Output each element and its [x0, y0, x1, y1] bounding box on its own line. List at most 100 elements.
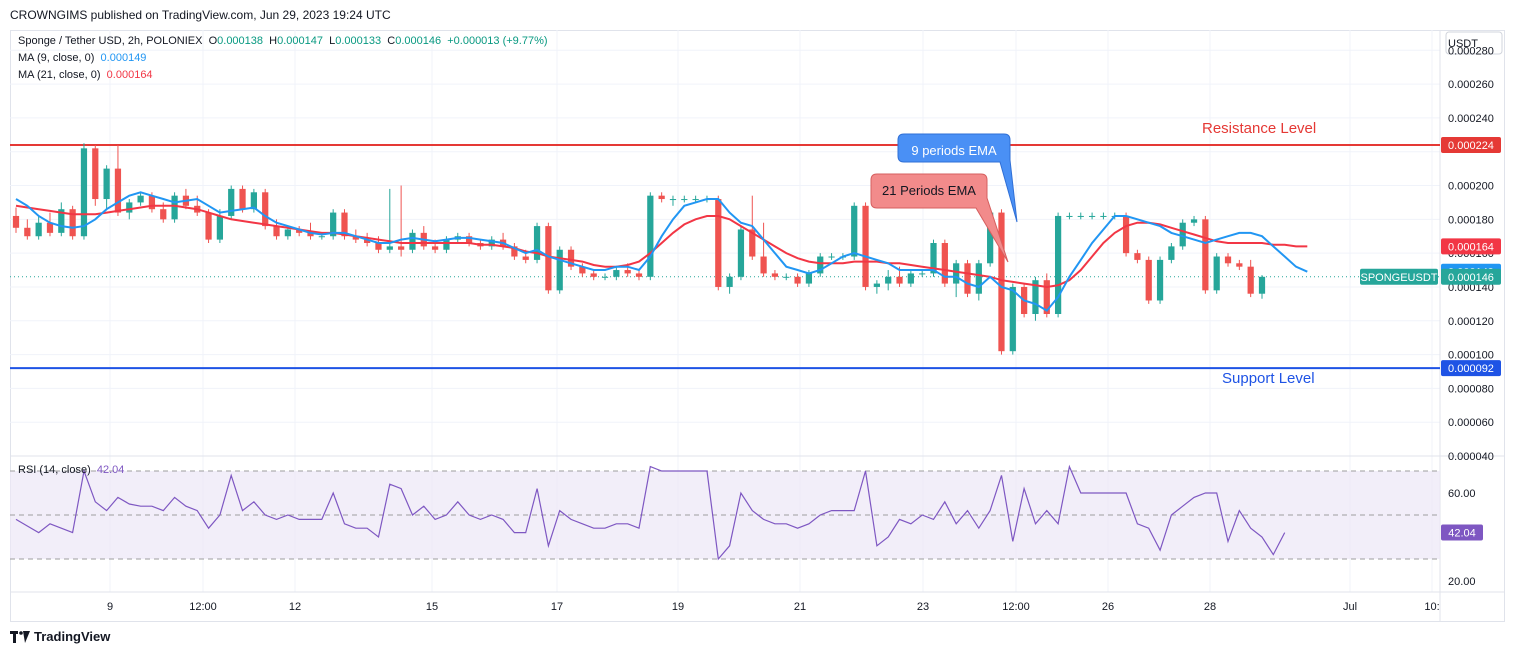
candle-body	[601, 276, 609, 278]
time-tick-label: 9	[107, 601, 113, 613]
candle-body	[1088, 215, 1096, 217]
candle-body	[296, 229, 303, 233]
candle-body	[635, 273, 643, 277]
candle-body	[545, 226, 552, 291]
candle-body	[522, 256, 529, 260]
candle-body	[998, 212, 1005, 352]
time-tick-label: Jul	[1343, 601, 1357, 613]
candles	[12, 143, 1266, 355]
candle-body	[533, 226, 541, 260]
candle-body	[975, 263, 982, 294]
candle-body	[794, 276, 801, 284]
resistance-badge-bg	[1441, 136, 1501, 153]
ma21-label: MA (21, close, 0)	[18, 69, 101, 81]
symbol-tag-bg	[1360, 268, 1438, 285]
candle-body	[262, 192, 269, 227]
symbol-tag: SPONGEUSDT	[1360, 272, 1437, 284]
support-badge: 0.000092	[1448, 363, 1494, 375]
rsi-panel	[10, 464, 1440, 561]
candle-body	[409, 232, 416, 250]
open-label: O	[208, 35, 218, 47]
candle-body	[46, 222, 54, 233]
candle-body	[749, 229, 756, 257]
candle-body	[216, 215, 224, 240]
candle-body	[1077, 215, 1084, 217]
candle-body	[398, 246, 405, 250]
rsi-tick-label: 20.00	[1448, 576, 1476, 588]
ma21-line	[15, 204, 1308, 289]
candle-body	[35, 222, 42, 237]
candle-body	[375, 243, 382, 250]
tradingview-logo[interactable]: TradingView	[10, 629, 110, 644]
candle-body	[1179, 222, 1186, 247]
candle-body	[851, 205, 858, 257]
candle-body	[1032, 280, 1039, 314]
tradingview-icon	[10, 630, 30, 643]
candle-body	[307, 232, 314, 237]
time-tick-label: 19	[672, 601, 684, 613]
rsi-legend: RSI (14, close) 42.04	[18, 462, 124, 479]
high-label: H	[269, 35, 278, 47]
rsi-tick-label: 60.00	[1448, 488, 1476, 500]
time-tick-label: 10:	[1424, 601, 1439, 613]
candle-body	[205, 212, 212, 240]
candle-body	[669, 199, 677, 201]
price-tick-label: 0.000280	[1448, 45, 1494, 57]
rsi-badge-bg	[1441, 524, 1483, 541]
low-value: 0.000133	[335, 35, 382, 47]
candle-body	[896, 276, 903, 284]
candle-body	[80, 148, 88, 237]
ema9-callout	[897, 133, 1018, 223]
annotations: Resistance Level Support Level 9 periods E…	[870, 120, 1316, 387]
brand-label: TradingView	[34, 629, 111, 644]
candle-body	[556, 249, 563, 291]
low-label: L	[329, 35, 336, 47]
candle-body	[590, 273, 597, 277]
candle-body	[1190, 219, 1198, 223]
candle-body	[160, 209, 167, 220]
support-label: Support Level	[1222, 370, 1315, 387]
candle-body	[613, 270, 620, 277]
time-tick-label: 12:00	[1002, 601, 1030, 613]
legend-symbol: Sponge / Tether USD, 2h, POLONIEX	[18, 35, 203, 47]
time-tick-label: 12	[289, 601, 301, 613]
candle-body	[114, 168, 122, 213]
candle-body	[352, 236, 359, 240]
candle-body	[284, 229, 291, 237]
ema9-callout-label: 9 periods EMA	[911, 143, 997, 158]
price-tick-label: 0.000240	[1448, 113, 1494, 125]
candle-body	[726, 276, 733, 287]
last-price-badge: 0.000146	[1448, 272, 1494, 284]
support-resistance-lines	[10, 143, 1440, 370]
ohlc-legend: Sponge / Tether USD, 2h, POLONIEX O0.000…	[18, 33, 548, 50]
time-tick-label: 26	[1102, 601, 1114, 613]
candle-body	[885, 276, 892, 284]
candle-body	[930, 243, 937, 274]
candle-body	[92, 148, 99, 200]
time-tick-label: 28	[1204, 601, 1216, 613]
close-label: C	[387, 35, 396, 47]
candle-body	[681, 199, 688, 201]
candle-body	[330, 212, 337, 237]
candle-body	[737, 229, 745, 277]
open-value: 0.000138	[217, 35, 264, 47]
ma21-badge: 0.000164	[1448, 241, 1494, 253]
candle-body	[148, 195, 156, 210]
support-badge-bg	[1441, 360, 1501, 377]
time-tick-label: 12:00	[189, 601, 217, 613]
time-tick-label: 23	[917, 601, 929, 613]
candle-body	[1168, 246, 1175, 260]
candle-body	[964, 263, 971, 294]
candle-body	[58, 209, 65, 233]
candle-body	[1258, 276, 1266, 294]
candle-body	[647, 195, 654, 277]
chart-frame	[10, 30, 1505, 622]
close-value: 0.000146	[395, 35, 442, 47]
candle-body	[1054, 215, 1062, 314]
candle-body	[579, 266, 586, 274]
ma21-legend: MA (21, close, 0) 0.000164	[18, 67, 153, 84]
ema21-callout	[870, 173, 1009, 263]
price-tick-label: 0.000200	[1448, 181, 1494, 193]
